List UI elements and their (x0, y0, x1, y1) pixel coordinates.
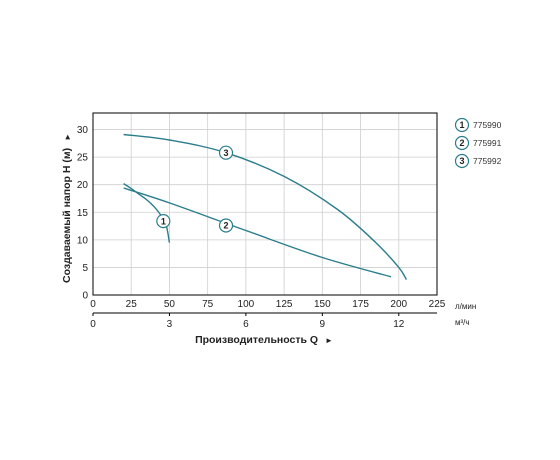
marker-circle (156, 213, 171, 229)
y-tick-label: 15 (77, 208, 89, 219)
series-line-1 (123, 183, 171, 243)
grid-lines (93, 113, 437, 295)
marker-number: 3 (224, 148, 229, 158)
marker-circle (218, 145, 234, 160)
x-tick-label: 75 (202, 299, 214, 310)
marker-circle (218, 218, 234, 233)
y-tick-label: 10 (77, 235, 89, 246)
x-unit-primary: л/мин (455, 302, 476, 311)
secondary-x-tick-labels: 0 3 6 9 12 (90, 313, 405, 330)
x-tick-label: 100 (238, 299, 255, 310)
x2-tick-label: 0 (90, 319, 96, 330)
y-axis-title-text: Создаваемый напор H (м) (61, 148, 73, 283)
series-marker-2: 2 (218, 218, 234, 233)
x2-tick-label: 12 (393, 319, 405, 330)
legend-marker-circle (454, 153, 470, 169)
x-tick-label: 125 (276, 299, 293, 310)
x-axis-title-text: Производительность Q (195, 334, 318, 346)
legend-marker-circle (454, 117, 470, 133)
x2-tick-label: 9 (320, 319, 326, 330)
x2-tick-label: 3 (167, 319, 173, 330)
y-tick-label: 20 (77, 180, 89, 191)
x-axis-arrow-icon: ► (325, 336, 333, 345)
series-marker-1: 1 (156, 213, 171, 229)
x-unit-secondary: м³/ч (455, 318, 470, 327)
legend-label: 775992 (473, 156, 502, 166)
x2-tick-label: 6 (243, 319, 249, 330)
legend: 1 775990 2 775991 3 775992 (454, 117, 502, 169)
svg-text:Производительность Q ►: Производительность Q ► (195, 334, 333, 346)
x-axis-title: Производительность Q ► (195, 334, 333, 346)
y-tick-label: 30 (77, 125, 89, 136)
y-axis-title: Создаваемый напор H (м) ► (61, 133, 73, 283)
series-line-3 (123, 133, 408, 280)
y-tick-label: 0 (82, 291, 88, 302)
marker-number: 2 (224, 221, 229, 231)
legend-label: 775991 (473, 138, 502, 148)
x-tick-labels: 0 25 50 75 100 125 150 175 200 225 (90, 299, 446, 310)
svg-text:Создаваемый напор H (м): Создаваемый напор H (м) ► (61, 133, 73, 283)
series-marker-3: 3 (218, 145, 234, 160)
legend-marker-number: 1 (459, 120, 464, 130)
series-lines: 1 2 3 (123, 133, 408, 280)
x-tick-label: 200 (390, 299, 407, 310)
legend-item-1: 1 775990 (454, 117, 502, 133)
y-tick-label: 5 (82, 263, 88, 274)
legend-marker-circle (454, 135, 470, 151)
x-tick-label: 225 (429, 299, 446, 310)
legend-label: 775990 (473, 120, 502, 130)
y-tick-label: 25 (77, 153, 89, 164)
legend-marker-number: 2 (459, 138, 464, 148)
x-tick-label: 150 (314, 299, 331, 310)
y-tick-labels: 0 5 10 15 20 25 30 (77, 125, 89, 301)
marker-number: 1 (161, 216, 166, 226)
x-tick-label: 50 (164, 299, 176, 310)
legend-marker-number: 3 (459, 156, 464, 166)
x-tick-label: 175 (352, 299, 369, 310)
legend-item-3: 3 775992 (454, 153, 502, 169)
y-axis-arrow-icon: ► (63, 133, 72, 141)
x-tick-label: 25 (126, 299, 138, 310)
series-line-2 (123, 187, 392, 278)
plot-frame (92, 112, 438, 296)
x-tick-label: 0 (90, 299, 96, 310)
legend-item-2: 2 775991 (454, 135, 502, 151)
